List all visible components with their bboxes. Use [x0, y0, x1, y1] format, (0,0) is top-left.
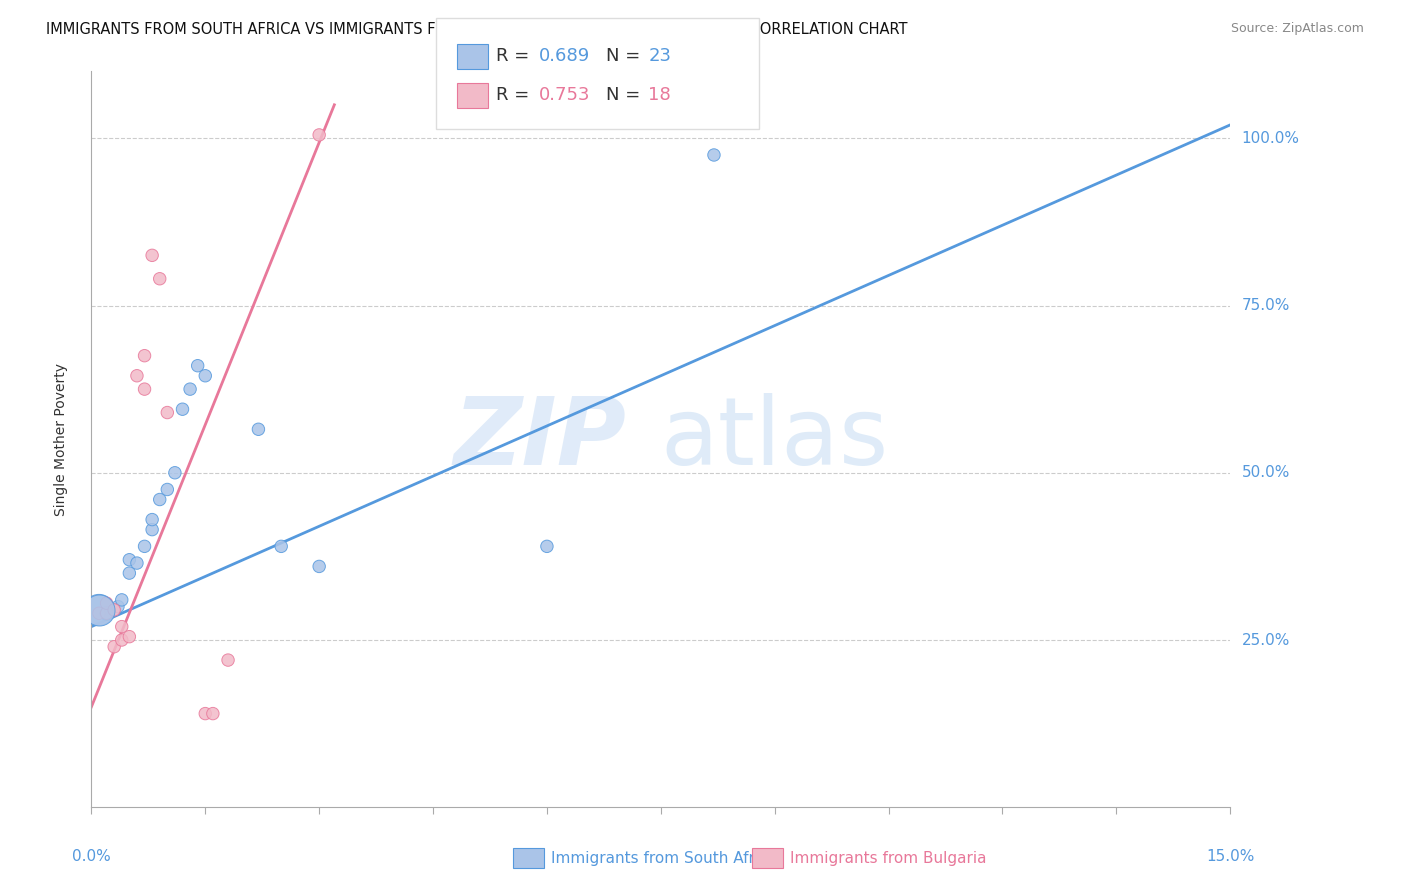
Text: Immigrants from Bulgaria: Immigrants from Bulgaria [790, 851, 987, 865]
Text: 0.0%: 0.0% [72, 849, 111, 864]
Point [308, 128, 330, 142]
Point [125, 556, 148, 570]
Text: IMMIGRANTS FROM SOUTH AFRICA VS IMMIGRANTS FROM BULGARIA SINGLE MOTHER POVERTY C: IMMIGRANTS FROM SOUTH AFRICA VS IMMIGRAN… [46, 22, 908, 37]
Point [308, 559, 330, 574]
Point [111, 619, 134, 633]
Text: 0.689: 0.689 [538, 47, 589, 65]
Point [536, 539, 558, 553]
Point [103, 603, 125, 617]
Point [107, 599, 129, 614]
Text: Immigrants from South Africa: Immigrants from South Africa [551, 851, 778, 865]
Point [141, 248, 163, 262]
Text: ZIP: ZIP [454, 393, 627, 485]
Text: atlas: atlas [661, 393, 889, 485]
Point [87, 603, 110, 617]
Text: N =: N = [606, 87, 645, 104]
Point [141, 523, 163, 537]
Text: Source: ZipAtlas.com: Source: ZipAtlas.com [1230, 22, 1364, 36]
Point [141, 512, 163, 526]
Point [194, 706, 217, 721]
Point [156, 406, 179, 420]
Point [96, 607, 118, 621]
Text: 100.0%: 100.0% [1241, 131, 1299, 145]
Text: 0.753: 0.753 [538, 87, 591, 104]
Text: R =: R = [496, 87, 536, 104]
Point [96, 596, 118, 610]
Point [134, 382, 156, 396]
Point [111, 592, 134, 607]
Point [125, 368, 148, 383]
Text: 18: 18 [648, 87, 671, 104]
Point [270, 539, 292, 553]
Point [118, 552, 141, 567]
Text: 50.0%: 50.0% [1241, 466, 1291, 480]
Point [87, 603, 110, 617]
Point [103, 603, 125, 617]
Text: 25.0%: 25.0% [1241, 632, 1291, 648]
Point [118, 630, 141, 644]
Y-axis label: Single Mother Poverty: Single Mother Poverty [55, 363, 69, 516]
Point [134, 539, 156, 553]
Point [118, 566, 141, 581]
Point [187, 359, 209, 373]
Point [163, 466, 186, 480]
Point [194, 368, 217, 383]
Point [201, 706, 224, 721]
Text: R =: R = [496, 47, 536, 65]
Point [172, 402, 194, 417]
Text: 23: 23 [648, 47, 671, 65]
Point [179, 382, 201, 396]
Text: 75.0%: 75.0% [1241, 298, 1291, 313]
Point [87, 607, 110, 621]
Point [96, 607, 118, 621]
Point [103, 640, 125, 654]
Text: N =: N = [606, 47, 645, 65]
Point [247, 422, 270, 436]
Point [111, 633, 134, 648]
Text: 15.0%: 15.0% [1206, 849, 1254, 864]
Point [156, 483, 179, 497]
Point [149, 271, 172, 285]
Point [217, 653, 239, 667]
Point [134, 349, 156, 363]
Point [703, 148, 725, 162]
Point [149, 492, 172, 507]
